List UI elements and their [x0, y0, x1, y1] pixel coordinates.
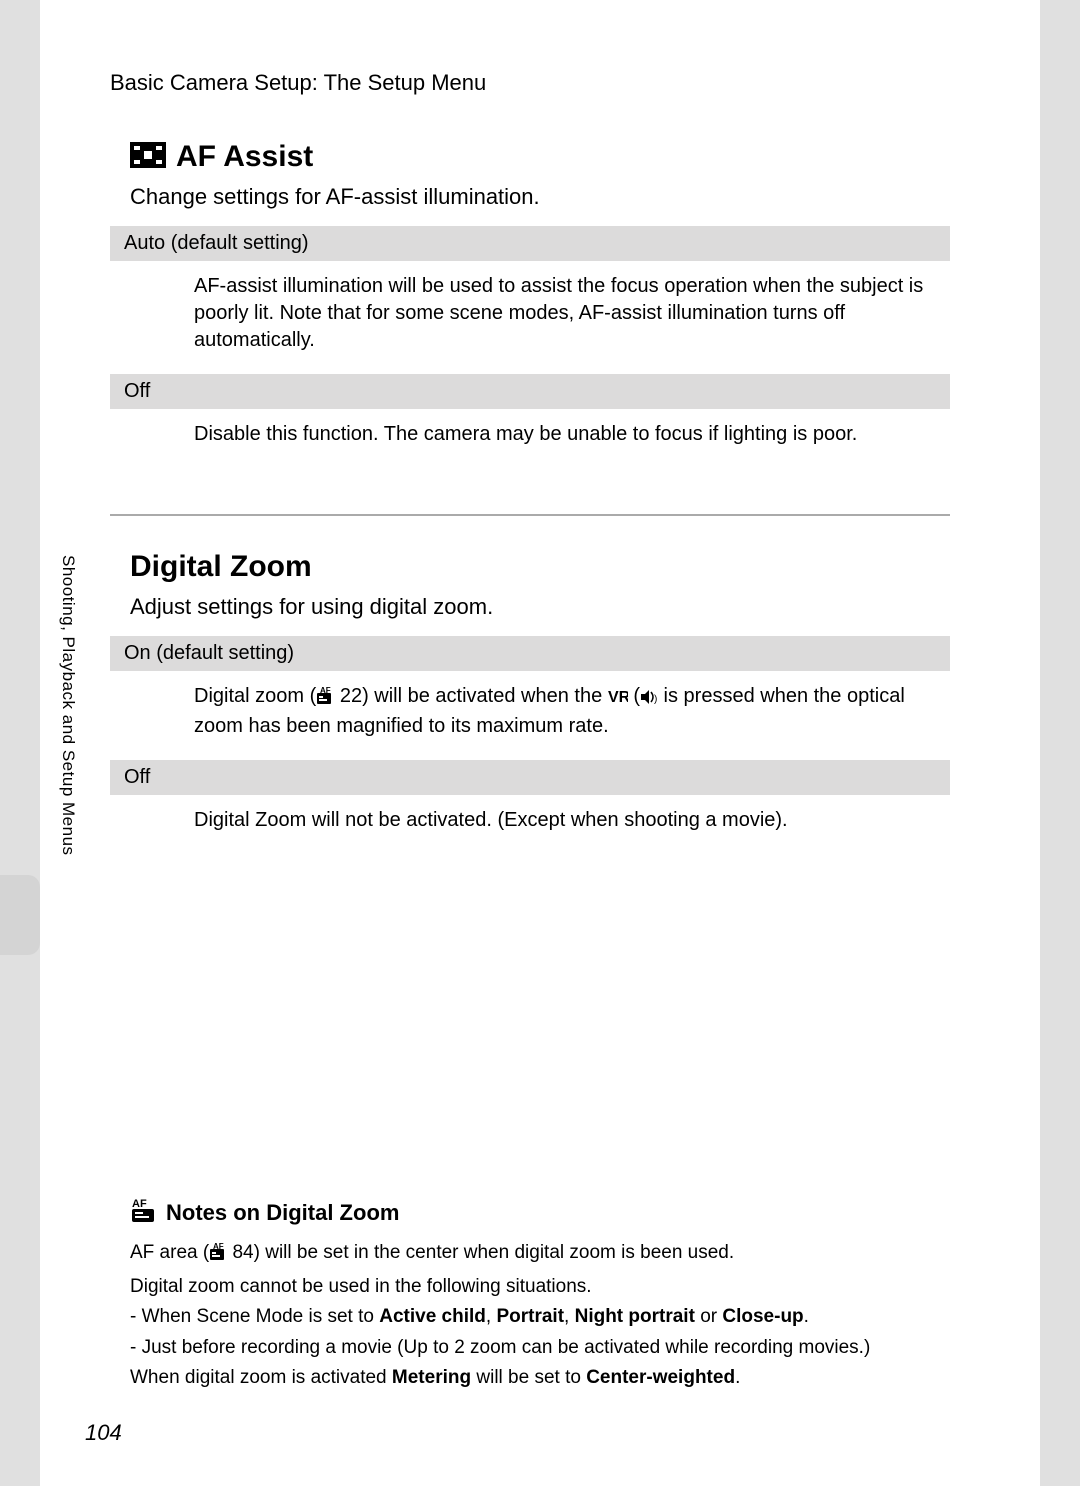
bold-text: Close-up	[722, 1306, 803, 1327]
option-header: Auto (default setting)	[110, 226, 950, 261]
af-assist-icon	[130, 142, 166, 173]
option-body: Digital Zoom will not be activated. (Exc…	[110, 797, 950, 852]
option-header: Off	[110, 760, 950, 795]
bold-text: Night portrait	[575, 1306, 695, 1327]
text-part: or	[695, 1306, 722, 1327]
text-part: 22) will be activated when the	[334, 685, 608, 707]
section-digital-zoom: Digital Zoom Adjust settings for using d…	[110, 550, 950, 852]
svg-text:AF: AF	[320, 687, 331, 695]
option-header: Off	[110, 374, 950, 409]
section-divider	[110, 514, 950, 516]
notes-line: Digital zoom cannot be used in the follo…	[130, 1274, 950, 1301]
bold-text: Metering	[392, 1367, 471, 1388]
section-subtitle: Change settings for AF-assist illuminati…	[130, 184, 950, 210]
option-body: AF-assist illumination will be used to a…	[110, 263, 950, 372]
section-title: AF Assist	[176, 140, 313, 174]
text-part: .	[804, 1306, 809, 1327]
bold-text: Center-weighted	[586, 1367, 735, 1388]
notes-title: Notes on Digital Zoom	[166, 1200, 399, 1226]
page: Basic Camera Setup: The Setup Menu AF As…	[40, 0, 1040, 1486]
notes-bullet: Just before recording a movie (Up to 2 z…	[130, 1335, 950, 1362]
text-part: Digital zoom (	[194, 685, 316, 707]
text-part: will be set to	[471, 1367, 586, 1388]
speaker-icon: )	[640, 686, 658, 713]
section-subtitle: Adjust settings for using digital zoom.	[130, 594, 950, 620]
notes-line: AF area ( AF 84) will be set in the cente…	[130, 1240, 950, 1270]
notes-bullet: When Scene Mode is set to Active child, …	[130, 1304, 950, 1331]
af-page-icon: AF	[130, 1197, 156, 1228]
text-part: ,	[486, 1306, 497, 1327]
option-header: On (default setting)	[110, 636, 950, 671]
text-part: .	[735, 1367, 740, 1388]
notes-line: When digital zoom is activated Metering …	[130, 1365, 950, 1392]
page-ref-icon: AF	[209, 1243, 227, 1270]
notes-section: AF Notes on Digital Zoom AF area ( AF 84)…	[110, 1197, 950, 1396]
vr-icon: VR	[608, 686, 628, 713]
text-part: When Scene Mode is set to	[142, 1306, 380, 1327]
svg-text:): )	[654, 694, 657, 705]
text-part: When digital zoom is activated	[130, 1367, 392, 1388]
section-af-assist: AF Assist Change settings for AF-assist …	[110, 140, 950, 466]
page-header: Basic Camera Setup: The Setup Menu	[110, 70, 950, 96]
text-part: ,	[564, 1306, 575, 1327]
svg-text:VR: VR	[608, 689, 628, 705]
section-title: Digital Zoom	[130, 550, 312, 584]
svg-text:AF: AF	[132, 1198, 147, 1210]
bold-text: Active child	[379, 1306, 486, 1327]
text-part: 84) will be set in the center when digit…	[227, 1242, 734, 1263]
option-body: Disable this function. The camera may be…	[110, 411, 950, 466]
bold-text: Portrait	[496, 1306, 564, 1327]
text-part: AF area (	[130, 1242, 209, 1263]
page-number: 104	[85, 1420, 122, 1446]
page-ref-icon: AF	[316, 686, 334, 713]
svg-text:AF: AF	[213, 1243, 224, 1251]
side-section-label: Shooting, Playback and Setup Menus	[58, 555, 78, 856]
side-tab	[0, 875, 40, 955]
text-part: (	[628, 685, 640, 707]
option-body: Digital zoom ( AF 22) will be activated w…	[110, 673, 950, 758]
